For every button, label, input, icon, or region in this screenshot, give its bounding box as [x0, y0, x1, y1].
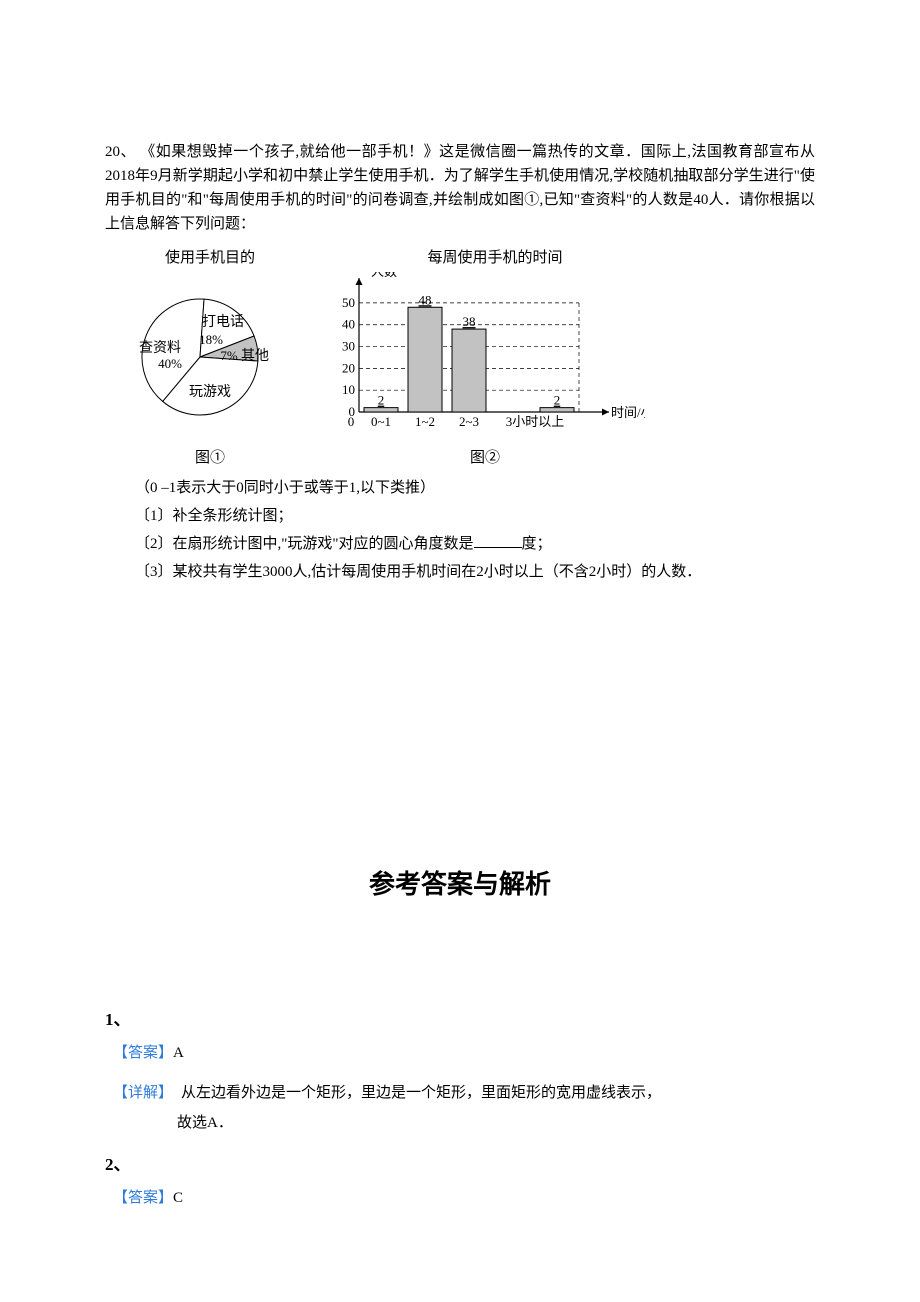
ans2-num: 2、	[105, 1151, 815, 1178]
svg-text:时间/小时: 时间/小时	[611, 405, 645, 420]
pie-chart: 使用手机目的 查资料40% 打电话 18% 其他7% 玩游戏 图①	[115, 246, 305, 470]
pie-title: 使用手机目的	[115, 246, 305, 270]
svg-text:30: 30	[342, 339, 355, 354]
figures-wrap: 使用手机目的 查资料40%打电话18%其他7%玩游戏 图① 每周使用手机的时间 …	[115, 246, 815, 470]
svg-text:2: 2	[554, 393, 561, 408]
q20-sub2b: 度；	[522, 536, 552, 552]
svg-text:40: 40	[342, 317, 355, 332]
svg-text:18%: 18%	[199, 332, 223, 347]
svg-text:50: 50	[342, 295, 355, 310]
q20-sub2a: 〔2〕在扇形统计图中,"玩游戏"对应的圆心角度数是	[135, 536, 474, 552]
answers-title: 参考答案与解析	[105, 864, 815, 906]
svg-text:查资料: 查资料	[139, 340, 181, 356]
ans1-val: A	[173, 1045, 184, 1061]
bar-caption: 图②	[325, 446, 645, 470]
svg-text:10: 10	[342, 382, 355, 397]
svg-text:玩游戏: 玩游戏	[189, 384, 231, 400]
ans-label: 【答案】	[113, 1190, 173, 1206]
ans1-det-text: 从左边看外边是一个矩形，里边是一个矩形，里面矩形的宽用虚线表示，	[181, 1085, 661, 1101]
ans2-answer: 【答案】C	[105, 1186, 815, 1210]
svg-text:3小时以上: 3小时以上	[506, 414, 565, 429]
answer-2: 2、 【答案】C	[105, 1151, 815, 1210]
ans1-num: 1、	[105, 1006, 815, 1033]
q20-sub1: 〔1〕补全条形统计图；	[135, 504, 815, 528]
svg-text:48: 48	[419, 292, 432, 307]
bar-title: 每周使用手机的时间	[345, 246, 645, 270]
svg-text:40%: 40%	[158, 356, 182, 371]
q20-sub2: 〔2〕在扇形统计图中,"玩游戏"对应的圆心角度数是 度；	[135, 532, 815, 556]
svg-text:人数: 人数	[371, 272, 397, 279]
bar-svg: 人数时间/小时0102030405024838200~11~22~33小时以上	[325, 272, 645, 442]
svg-text:2~3: 2~3	[459, 414, 479, 429]
ans1-answer: 【答案】A	[105, 1041, 815, 1065]
det-label: 【详解】	[113, 1085, 173, 1101]
svg-text:20: 20	[342, 360, 355, 375]
q20-text: 《如果想毁掉一个孩子,就给他一部手机！》这是微信圈一篇热传的文章．国际上,法国教…	[105, 144, 815, 232]
ans-label: 【答案】	[113, 1045, 173, 1061]
pie-svg: 查资料40% 打电话 18% 其他7% 玩游戏	[115, 272, 305, 442]
svg-text:打电话: 打电话	[202, 313, 244, 330]
question-20: 20、 《如果想毁掉一个孩子,就给他一部手机！》这是微信圈一篇热传的文章．国际上…	[105, 140, 815, 584]
svg-text:7%: 7%	[220, 348, 238, 363]
svg-text:2: 2	[378, 393, 385, 408]
q20-note: （0 –1表示大于0同时小于或等于1,以下类推）	[135, 476, 815, 500]
svg-text:1~2: 1~2	[415, 414, 435, 429]
q20-intro: 20、 《如果想毁掉一个孩子,就给他一部手机！》这是微信圈一篇热传的文章．国际上…	[105, 140, 815, 236]
svg-text:0: 0	[348, 414, 355, 429]
ans1-detail: 【详解】从左边看外边是一个矩形，里边是一个矩形，里面矩形的宽用虚线表示，	[105, 1081, 815, 1105]
answer-1: 1、 【答案】A 【详解】从左边看外边是一个矩形，里边是一个矩形，里面矩形的宽用…	[105, 1006, 815, 1135]
svg-text:0~1: 0~1	[371, 414, 391, 429]
pie-caption: 图①	[115, 446, 305, 470]
q20-sub3: 〔3〕某校共有学生3000人,估计每周使用手机时间在2小时以上（不含2小时）的人…	[135, 560, 815, 584]
fill-blank[interactable]	[474, 533, 522, 548]
q20-number: 20、	[105, 144, 136, 160]
bar-chart: 每周使用手机的时间 人数时间/小时0102030405024838200~11~…	[325, 246, 645, 470]
svg-text:其他: 其他	[241, 348, 269, 364]
svg-text:38: 38	[463, 314, 476, 329]
ans1-det-cont: 故选A．	[177, 1111, 815, 1135]
ans2-val: C	[173, 1190, 183, 1206]
